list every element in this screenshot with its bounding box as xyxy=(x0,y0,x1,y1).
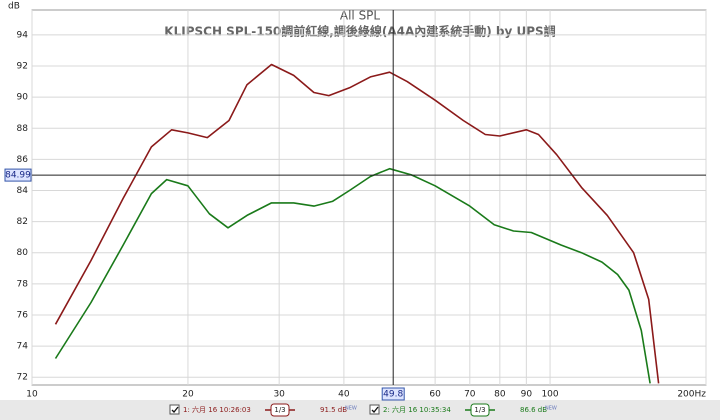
cursor-x-label: 49.8 xyxy=(383,390,403,400)
cursor-x-box xyxy=(381,387,405,401)
x-tick-label: 10 xyxy=(26,390,38,400)
chart-subtitle: KLIPSCH SPL-150調前紅線,調後綠線(A4A內建系統手動) by U… xyxy=(164,24,555,39)
series-line xyxy=(54,167,651,384)
legend-smoothing-box xyxy=(270,403,290,417)
legend-bar xyxy=(0,400,720,420)
x-tick-label: 200Hz xyxy=(677,390,706,400)
y-tick-label: 92 xyxy=(17,62,28,72)
x-tick-label: 20 xyxy=(182,390,194,400)
x-tick-label: 60 xyxy=(429,390,441,400)
legend-smoothing: 1/3 xyxy=(474,406,485,414)
chart-title: All SPL xyxy=(340,9,381,23)
y-tick-label: 82 xyxy=(17,217,28,227)
y-tick-label: 86 xyxy=(17,155,29,165)
plot-area xyxy=(31,9,707,386)
cursor-y-box xyxy=(4,168,32,182)
y-tick-label: 94 xyxy=(17,30,29,40)
x-tick-label: 70 xyxy=(464,390,476,400)
y-tick-label: 80 xyxy=(17,248,29,258)
legend-check xyxy=(371,406,379,413)
legend-smoothing: 1/3 xyxy=(274,406,285,414)
legend-value: 86.6 dB xyxy=(520,406,547,414)
x-tick-label: 80 xyxy=(494,390,506,400)
legend-checkbox xyxy=(369,404,380,415)
legend-checkbox xyxy=(169,404,180,415)
legend-badge: NEW xyxy=(545,406,557,412)
y-tick-label: 78 xyxy=(17,279,29,289)
plot-lines xyxy=(54,63,660,384)
x-tick-label: 40 xyxy=(338,390,350,400)
y-axis-label: dB xyxy=(8,2,20,12)
cursor-y-label: 84.99 xyxy=(5,171,31,181)
legend-name: 2: 六月 16 10:35:34 xyxy=(383,405,451,414)
y-tick-label: 88 xyxy=(17,124,29,134)
x-tick-label: 90 xyxy=(521,390,533,400)
legend-smoothing-box xyxy=(470,403,490,417)
y-tick-label: 76 xyxy=(17,310,29,320)
x-tick-label: 100 xyxy=(541,390,558,400)
legend-badge: NEW xyxy=(345,406,357,412)
legend-value: 91.5 dB xyxy=(320,406,347,414)
x-tick-label: 30 xyxy=(273,390,285,400)
y-tick-label: 72 xyxy=(17,373,28,383)
y-tick-label: 84 xyxy=(17,186,29,196)
legend-check xyxy=(171,406,179,413)
legend-name: 1: 六月 16 10:26:03 xyxy=(183,405,251,414)
series-line xyxy=(54,63,660,384)
y-tick-label: 74 xyxy=(17,342,29,352)
y-tick-label: 90 xyxy=(17,93,29,103)
